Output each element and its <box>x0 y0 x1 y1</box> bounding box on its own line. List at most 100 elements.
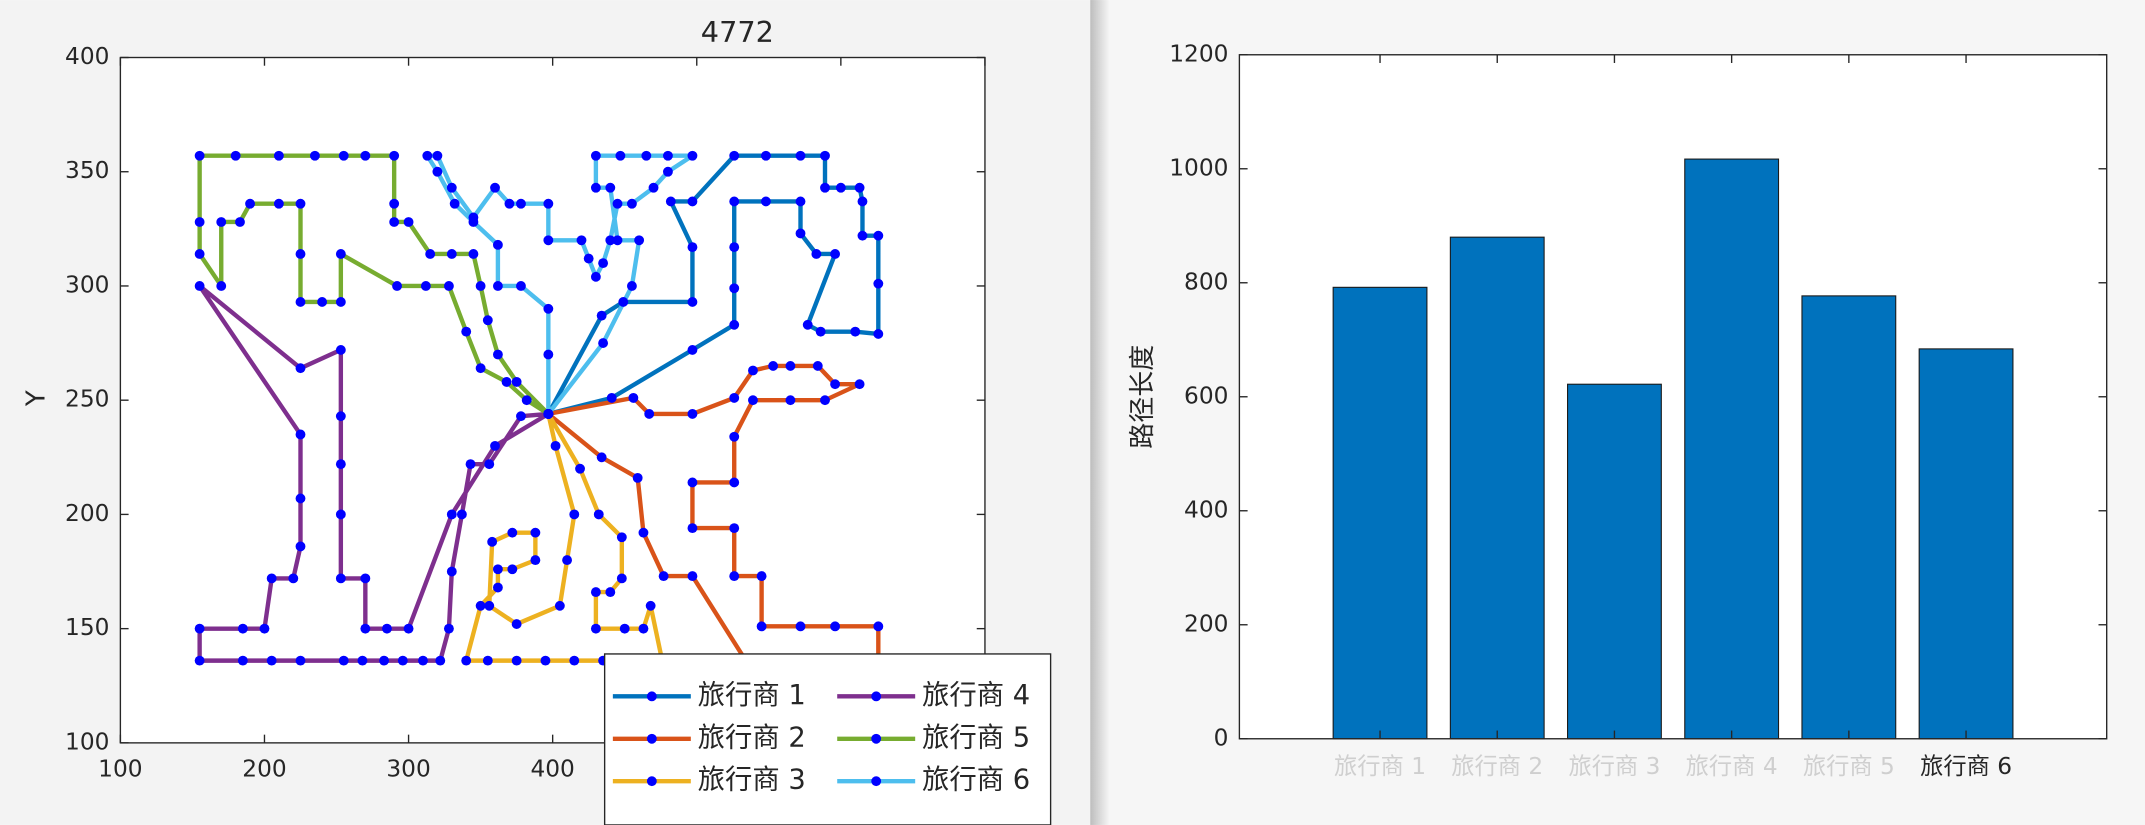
route-point <box>194 217 205 227</box>
route-point <box>490 440 500 451</box>
bar <box>1918 348 2014 740</box>
route-point <box>687 408 698 419</box>
route-point <box>658 571 669 582</box>
route-point <box>335 249 346 259</box>
route-point <box>335 573 346 584</box>
route-point <box>569 509 580 520</box>
route-point <box>619 623 630 634</box>
route-point <box>543 235 554 246</box>
bar <box>1801 295 1897 740</box>
route-point <box>516 281 526 291</box>
route-point <box>543 198 554 209</box>
bar <box>1332 286 1428 740</box>
route-point <box>516 198 526 209</box>
x-tick-label: 旅行商 1 <box>1334 753 1426 780</box>
route-point <box>729 523 740 534</box>
route-point <box>554 600 565 611</box>
route-point <box>812 360 823 371</box>
y-tick-label: 800 <box>1184 268 1228 295</box>
y-tick-label: 400 <box>65 43 109 70</box>
route-point <box>461 655 472 666</box>
route-point <box>606 392 617 403</box>
route-line <box>546 153 881 417</box>
bar <box>1449 236 1545 740</box>
route-point <box>795 150 806 161</box>
legend-marker <box>646 691 657 702</box>
route-point <box>449 198 460 209</box>
route-point <box>756 621 767 632</box>
legend-marker <box>871 733 882 744</box>
route-point <box>492 349 503 360</box>
route-point <box>687 242 698 253</box>
route-point <box>456 509 467 520</box>
route-point <box>288 573 299 584</box>
route-point <box>612 235 623 246</box>
route-point <box>748 365 758 376</box>
route-point <box>389 150 400 161</box>
route-point <box>729 283 740 294</box>
y-tick-label: 0 <box>1214 724 1229 751</box>
route-point <box>309 150 320 161</box>
route-point <box>475 363 486 374</box>
route-point <box>795 196 806 207</box>
route-point <box>638 623 649 634</box>
route-point <box>645 600 656 611</box>
y-tick-label: 1200 <box>1169 40 1228 67</box>
route-point <box>854 379 865 390</box>
route-point <box>335 411 346 422</box>
route-point <box>379 655 390 666</box>
route-point <box>338 655 349 666</box>
route-point <box>194 623 205 634</box>
route-point <box>687 297 698 307</box>
route-point <box>295 249 306 259</box>
route-point <box>835 182 846 193</box>
route-point <box>605 587 616 598</box>
route-point <box>446 509 457 520</box>
route-point <box>295 297 306 307</box>
route-point <box>687 523 698 534</box>
y-tick-label: 400 <box>1184 496 1228 523</box>
y-tick-label: 1000 <box>1169 154 1228 181</box>
route-point <box>830 621 841 632</box>
route-point <box>550 440 561 451</box>
route-point <box>295 198 306 209</box>
route-point <box>785 360 796 371</box>
route-point <box>729 477 740 488</box>
route-point <box>482 655 493 666</box>
route-point <box>665 196 676 207</box>
route-point <box>490 182 500 193</box>
axes-frame <box>119 56 986 744</box>
route-point <box>501 376 512 387</box>
x-tick-label: 旅行商 3 <box>1568 753 1660 780</box>
route-point <box>857 230 868 241</box>
route-point <box>850 326 861 337</box>
route-point <box>443 281 454 291</box>
route-point <box>194 150 205 161</box>
route-point <box>615 150 626 161</box>
route-point <box>335 509 346 520</box>
y-tick-label: 150 <box>65 614 109 641</box>
route-point <box>873 621 884 632</box>
route-point <box>687 345 698 355</box>
route-point <box>729 150 740 161</box>
route-line <box>464 412 665 663</box>
y-tick-label: 600 <box>1184 382 1228 409</box>
route-point <box>830 249 841 259</box>
route-point <box>511 619 522 629</box>
y-axis-label: Y <box>21 390 51 407</box>
route-point <box>820 395 830 406</box>
route-point <box>382 623 392 634</box>
route-point <box>543 303 554 314</box>
route-point <box>487 536 498 547</box>
route-point <box>590 271 601 282</box>
route-point <box>432 150 443 161</box>
x-tick-label: 旅行商 6 <box>1920 753 2012 780</box>
route-point <box>443 623 454 634</box>
route-point <box>811 249 822 259</box>
route-point <box>432 166 443 177</box>
route-point <box>543 349 554 360</box>
route-point <box>612 198 623 209</box>
route-point <box>583 253 594 264</box>
route-point <box>530 555 541 566</box>
route-point <box>605 182 616 193</box>
